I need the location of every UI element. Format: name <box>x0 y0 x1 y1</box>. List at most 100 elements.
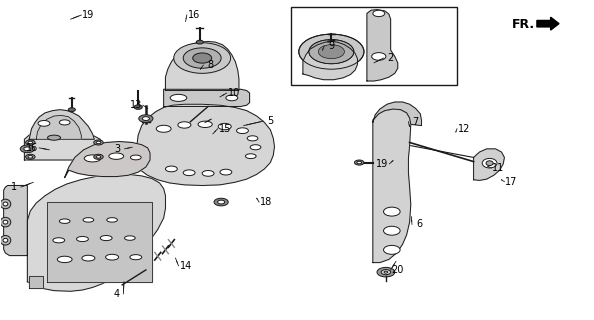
Ellipse shape <box>170 94 187 101</box>
Ellipse shape <box>250 145 261 150</box>
Circle shape <box>183 48 221 68</box>
Polygon shape <box>65 141 150 178</box>
Text: 8: 8 <box>207 60 213 70</box>
Ellipse shape <box>130 255 142 260</box>
Text: 7: 7 <box>412 117 419 127</box>
Ellipse shape <box>53 238 65 243</box>
Ellipse shape <box>3 238 8 242</box>
Polygon shape <box>24 130 103 160</box>
Ellipse shape <box>106 254 119 260</box>
Bar <box>291 7 457 85</box>
Circle shape <box>20 145 34 153</box>
Text: 19: 19 <box>83 10 94 20</box>
Circle shape <box>196 40 203 44</box>
Polygon shape <box>473 149 504 180</box>
Circle shape <box>143 117 150 121</box>
Text: 2: 2 <box>387 53 394 63</box>
Circle shape <box>28 156 33 158</box>
Circle shape <box>96 156 101 158</box>
Ellipse shape <box>166 166 177 172</box>
Polygon shape <box>137 104 274 186</box>
Text: 16: 16 <box>188 10 200 20</box>
Circle shape <box>373 10 385 17</box>
Circle shape <box>24 147 31 151</box>
Circle shape <box>372 52 386 60</box>
Ellipse shape <box>220 169 232 175</box>
Text: 18: 18 <box>260 197 272 207</box>
Circle shape <box>134 105 143 109</box>
Polygon shape <box>36 116 81 139</box>
Ellipse shape <box>236 128 248 133</box>
Ellipse shape <box>183 170 195 176</box>
Circle shape <box>217 200 225 204</box>
Polygon shape <box>367 10 398 81</box>
Ellipse shape <box>77 236 89 242</box>
Circle shape <box>68 108 75 112</box>
Text: FR.: FR. <box>511 18 535 31</box>
Circle shape <box>377 268 395 277</box>
Polygon shape <box>164 89 249 107</box>
Circle shape <box>384 207 400 216</box>
Polygon shape <box>27 174 166 291</box>
Circle shape <box>26 140 35 145</box>
Circle shape <box>318 45 345 59</box>
Circle shape <box>384 245 400 254</box>
Circle shape <box>94 140 103 145</box>
Circle shape <box>299 34 364 69</box>
Ellipse shape <box>59 120 70 125</box>
Polygon shape <box>373 109 411 263</box>
Ellipse shape <box>38 121 50 126</box>
Ellipse shape <box>486 161 493 165</box>
Circle shape <box>357 161 362 164</box>
Polygon shape <box>373 102 422 125</box>
Polygon shape <box>303 42 358 80</box>
Circle shape <box>26 154 35 159</box>
Ellipse shape <box>131 155 141 160</box>
Text: 1: 1 <box>11 182 17 192</box>
Circle shape <box>384 271 388 273</box>
Text: 17: 17 <box>505 177 518 187</box>
Ellipse shape <box>84 155 101 162</box>
Ellipse shape <box>107 218 118 222</box>
Text: 11: 11 <box>492 163 505 173</box>
Ellipse shape <box>57 256 72 263</box>
Ellipse shape <box>109 153 124 159</box>
Ellipse shape <box>0 236 11 245</box>
Circle shape <box>214 198 228 206</box>
Circle shape <box>381 270 391 275</box>
Ellipse shape <box>59 219 70 223</box>
Text: 9: 9 <box>328 41 334 51</box>
Ellipse shape <box>3 220 8 224</box>
Ellipse shape <box>202 171 214 176</box>
Ellipse shape <box>247 136 258 141</box>
Circle shape <box>309 40 354 64</box>
Circle shape <box>355 160 364 165</box>
Text: 10: 10 <box>228 88 240 98</box>
Ellipse shape <box>482 158 497 168</box>
Polygon shape <box>47 202 152 282</box>
Circle shape <box>28 141 33 144</box>
Ellipse shape <box>100 236 112 241</box>
Polygon shape <box>537 17 559 30</box>
Circle shape <box>139 115 153 123</box>
Text: 4: 4 <box>113 289 119 299</box>
Text: 14: 14 <box>179 261 192 271</box>
Ellipse shape <box>198 121 212 127</box>
Ellipse shape <box>0 217 11 227</box>
Text: 20: 20 <box>391 265 404 275</box>
Text: 19: 19 <box>376 159 388 169</box>
Circle shape <box>94 154 103 159</box>
Ellipse shape <box>125 236 135 240</box>
Circle shape <box>96 141 101 144</box>
Text: 15: 15 <box>219 124 231 134</box>
Ellipse shape <box>226 95 238 101</box>
Text: 5: 5 <box>267 116 273 126</box>
Text: 6: 6 <box>416 219 422 229</box>
Text: 3: 3 <box>115 144 121 154</box>
Ellipse shape <box>245 154 256 159</box>
Ellipse shape <box>3 202 8 206</box>
Circle shape <box>192 53 211 63</box>
Text: 13: 13 <box>129 100 142 110</box>
Ellipse shape <box>48 135 61 140</box>
Ellipse shape <box>0 199 11 209</box>
